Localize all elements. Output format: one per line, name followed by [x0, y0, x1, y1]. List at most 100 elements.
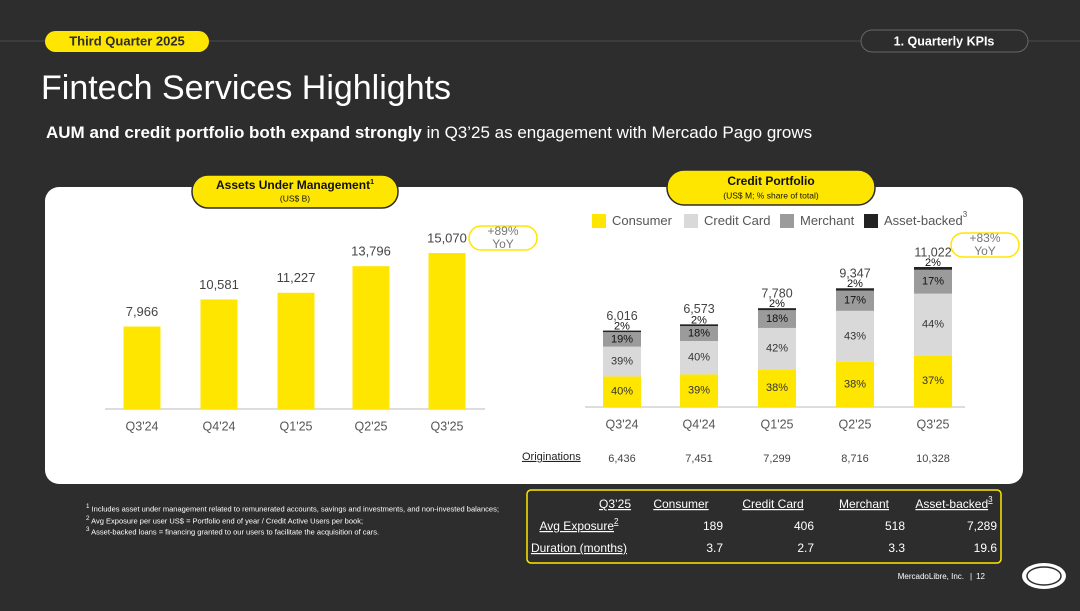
footer-page: 12: [976, 572, 985, 581]
segment-label: 17%: [922, 276, 944, 288]
aum-subtitle: (US$ B): [280, 193, 310, 203]
legend-swatch: [864, 214, 878, 228]
header-text: Q3’25: [599, 497, 631, 511]
aum-title-note: 1: [370, 179, 374, 186]
legend-note: 3: [963, 210, 968, 219]
header-text: Asset-backed: [915, 497, 988, 511]
footnote-mark: 1: [86, 503, 90, 510]
value-label: 13,796: [351, 244, 391, 259]
bar-segment: [603, 376, 641, 407]
segment-label: 2%: [925, 257, 941, 269]
origination-value: 7,299: [763, 453, 791, 465]
legend-name: Asset-backed: [884, 213, 963, 228]
footer: MercadoLibre, Inc. | 12: [898, 572, 986, 581]
row-note: 2: [614, 517, 619, 526]
segment-label: 37%: [922, 375, 944, 387]
bar: [277, 292, 315, 409]
bar-segment: [914, 269, 952, 294]
origination-value: 8,716: [841, 453, 869, 465]
value-label: 7,966: [126, 304, 159, 319]
segment-label: 2%: [614, 320, 630, 332]
row-label: Duration (months): [531, 541, 627, 555]
row-label-text: Duration (months): [531, 541, 627, 555]
row-label-text: Avg Exposure: [540, 519, 615, 533]
table-cell: 518: [885, 519, 905, 533]
origination-value: 10,328: [916, 453, 950, 465]
segment-label: 40%: [611, 386, 633, 398]
legend-entry: Credit Card: [704, 213, 770, 228]
segment-label: 38%: [766, 382, 788, 394]
badge-text: Third Quarter 2025: [69, 33, 185, 48]
credit-title: Credit Portfolio: [727, 174, 814, 188]
bar-segment: [603, 330, 641, 333]
footnote: 2 Avg Exposure per user US$ = Portfolio …: [86, 514, 506, 526]
aum-title: Assets Under Management1: [216, 178, 374, 192]
subtitle-rest: in Q3’25 as engagement with Mercado Pago…: [422, 123, 812, 142]
value-label: 10,581: [199, 277, 239, 292]
x-tick-label: Q2'25: [355, 419, 388, 433]
bar-segment: [758, 327, 796, 370]
aum-title-pill: [191, 174, 399, 209]
legend-swatch: [592, 214, 606, 228]
bar-segment: [758, 369, 796, 407]
header-note: 3: [988, 495, 993, 504]
table-cell: 2.7: [797, 541, 814, 555]
bar-segment: [680, 326, 718, 342]
footnote-text: Asset-backed loans = financing granted t…: [91, 527, 380, 537]
footnote-text: Includes asset under management related …: [91, 504, 499, 514]
table-cell: 189: [703, 519, 723, 533]
bar: [428, 253, 466, 409]
footnotes: 1 Includes asset under management relate…: [86, 502, 506, 537]
table-cell: 406: [794, 519, 814, 533]
table-header: Asset-backed3: [915, 495, 993, 511]
bar-segment: [836, 290, 874, 311]
segment-label: 19%: [611, 333, 633, 345]
section-pill: [860, 29, 1029, 53]
x-tick-label: Q3'24: [606, 417, 639, 431]
origination-value: 7,451: [685, 453, 713, 465]
badge: [45, 31, 209, 52]
header-text: Merchant: [839, 497, 890, 511]
legend-entry: Asset-backed3: [884, 210, 968, 228]
annotation-line: +83%: [969, 231, 1000, 245]
bar-segment: [758, 310, 796, 328]
panel: [45, 187, 1023, 484]
credit-subtitle: (US$ M; % share of total): [723, 190, 819, 200]
x-tick-label: Q1'25: [280, 419, 313, 433]
table-cell: 3.7: [706, 541, 723, 555]
annotation-line: YoY: [974, 244, 996, 258]
annotation-pill: [468, 225, 538, 251]
section-text: 1. Quarterly KPIs: [894, 34, 995, 48]
legend-swatch: [780, 214, 794, 228]
aum-title-text: Assets Under Management: [216, 178, 370, 192]
legend-name: Consumer: [612, 213, 673, 228]
segment-label: 2%: [691, 314, 707, 326]
page-title: Fintech Services Highlights: [41, 69, 451, 107]
bar-segment: [914, 293, 952, 356]
segment-label: 18%: [766, 313, 788, 325]
bar-segment: [758, 308, 796, 311]
bar-segment: [603, 346, 641, 377]
total-label: 6,016: [606, 309, 637, 323]
x-tick-label: Q1'25: [761, 417, 794, 431]
value-label: 15,070: [427, 230, 467, 245]
footer-sep: |: [970, 572, 972, 581]
table-header: Merchant: [839, 497, 890, 511]
table-cell: 3.3: [888, 541, 905, 555]
segment-label: 39%: [611, 355, 633, 367]
segment-label: 42%: [766, 343, 788, 355]
logo-inner: [1026, 566, 1062, 586]
segment-label: 39%: [688, 385, 710, 397]
total-label: 11,022: [914, 245, 951, 259]
segment-label: 43%: [844, 330, 866, 342]
origination-value: 6,436: [608, 453, 636, 465]
total-label: 9,347: [839, 267, 870, 281]
total-label: 6,573: [683, 302, 714, 316]
total-label: 7,780: [761, 286, 792, 300]
annotation-line: YoY: [492, 237, 514, 251]
legend-entry: Merchant: [800, 213, 855, 228]
footnote-mark: 2: [86, 514, 90, 522]
